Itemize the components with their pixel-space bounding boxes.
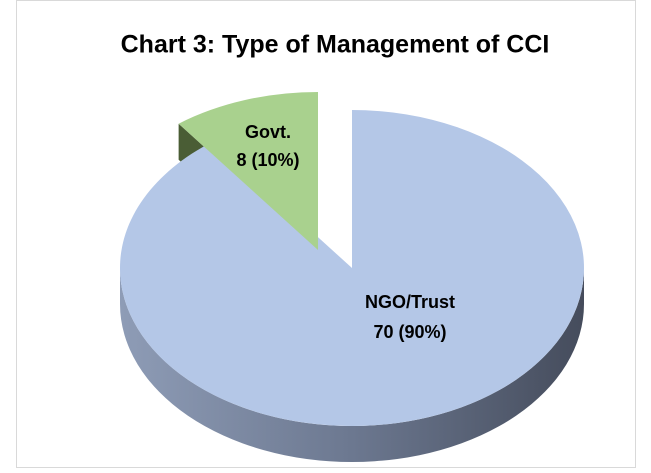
slice-label: NGO/Trust bbox=[365, 292, 455, 312]
value-label: 8 (10%) bbox=[236, 150, 299, 170]
slice bbox=[178, 92, 318, 250]
slice-label: Govt. bbox=[245, 122, 291, 142]
slice-side bbox=[120, 268, 584, 462]
value-label: 70 (90%) bbox=[373, 322, 446, 342]
slice bbox=[119, 110, 584, 426]
chart-title: Chart 3: Type of Management of CCI bbox=[121, 31, 550, 59]
